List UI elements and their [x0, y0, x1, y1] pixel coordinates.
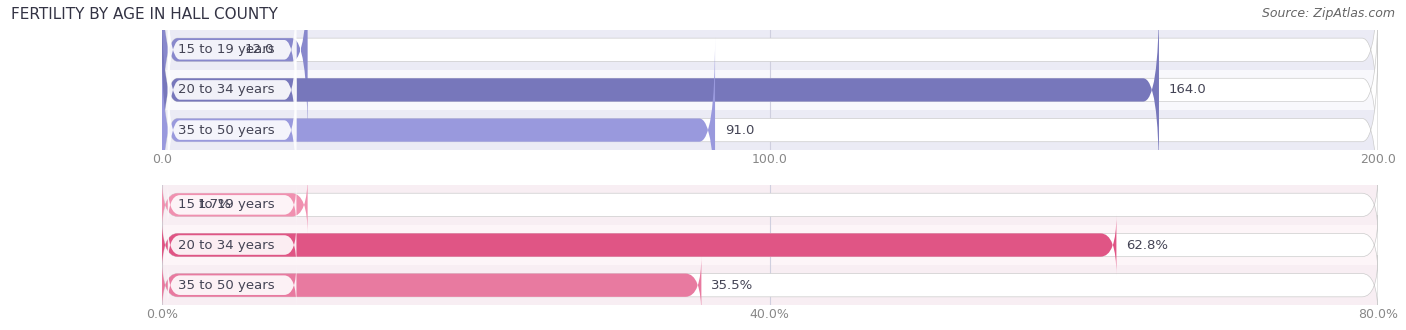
Bar	[162, 110, 1378, 150]
Bar	[162, 30, 1378, 70]
FancyBboxPatch shape	[162, 215, 1116, 275]
Text: 12.0: 12.0	[245, 43, 274, 56]
FancyBboxPatch shape	[162, 255, 702, 315]
Text: 15 to 19 years: 15 to 19 years	[177, 198, 274, 212]
FancyBboxPatch shape	[167, 59, 297, 201]
FancyBboxPatch shape	[167, 263, 297, 308]
FancyBboxPatch shape	[162, 0, 1378, 143]
Text: FERTILITY BY AGE IN HALL COUNTY: FERTILITY BY AGE IN HALL COUNTY	[11, 7, 278, 21]
FancyBboxPatch shape	[162, 255, 1378, 315]
Text: 15 to 19 years: 15 to 19 years	[177, 43, 274, 56]
FancyBboxPatch shape	[162, 37, 716, 223]
FancyBboxPatch shape	[162, 0, 1159, 183]
FancyBboxPatch shape	[167, 182, 297, 227]
FancyBboxPatch shape	[162, 0, 1378, 183]
FancyBboxPatch shape	[162, 215, 1378, 275]
FancyBboxPatch shape	[167, 223, 297, 267]
Text: 1.7%: 1.7%	[197, 198, 231, 212]
Text: 20 to 34 years: 20 to 34 years	[177, 239, 274, 251]
Bar	[162, 185, 1378, 225]
FancyBboxPatch shape	[162, 0, 308, 143]
Bar	[162, 265, 1378, 305]
FancyBboxPatch shape	[167, 0, 297, 120]
FancyBboxPatch shape	[162, 37, 1378, 223]
Text: 164.0: 164.0	[1168, 83, 1206, 96]
FancyBboxPatch shape	[167, 19, 297, 160]
FancyBboxPatch shape	[162, 175, 1378, 235]
Text: 35 to 50 years: 35 to 50 years	[177, 123, 274, 137]
Text: 91.0: 91.0	[724, 123, 754, 137]
Bar	[162, 225, 1378, 265]
Text: 35.5%: 35.5%	[711, 279, 754, 292]
Text: 35 to 50 years: 35 to 50 years	[177, 279, 274, 292]
Text: 62.8%: 62.8%	[1126, 239, 1168, 251]
Text: Source: ZipAtlas.com: Source: ZipAtlas.com	[1261, 7, 1395, 19]
Text: 20 to 34 years: 20 to 34 years	[177, 83, 274, 96]
Bar	[162, 70, 1378, 110]
FancyBboxPatch shape	[162, 175, 308, 235]
